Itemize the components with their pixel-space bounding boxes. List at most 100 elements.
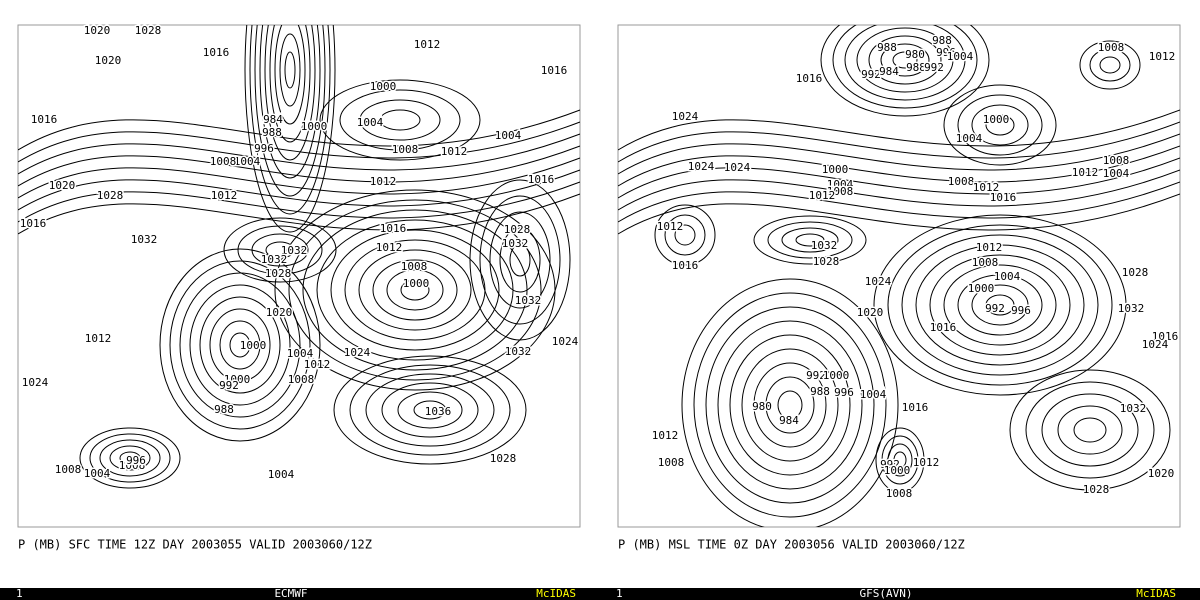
isobar bbox=[386, 269, 444, 311]
isobar bbox=[119, 451, 141, 465]
isobar-label: 1004 bbox=[495, 129, 522, 142]
isobar bbox=[617, 109, 1180, 151]
isobar-label: 1012 bbox=[304, 358, 331, 371]
isobar-label: 1004 bbox=[947, 50, 974, 63]
isobar bbox=[339, 89, 461, 151]
isobar bbox=[469, 179, 571, 341]
isobar-label: 1008 bbox=[210, 155, 237, 168]
isobar-label: 1000 bbox=[240, 339, 267, 352]
isobar-label: 1032 bbox=[811, 239, 838, 252]
isobar bbox=[254, 25, 326, 197]
isobar-label: 1008 bbox=[1103, 154, 1130, 167]
isobar-label: 1032 bbox=[281, 244, 308, 257]
isobar bbox=[288, 199, 542, 381]
isobar bbox=[729, 334, 851, 476]
isobar-label: 1000 bbox=[301, 120, 328, 133]
isobar bbox=[264, 25, 316, 161]
isobar-label: 1028 bbox=[97, 189, 124, 202]
model-name: ECMWF bbox=[274, 587, 307, 600]
isobar bbox=[379, 109, 421, 131]
isobar bbox=[971, 104, 1029, 146]
isobar-label: 1012 bbox=[85, 332, 112, 345]
isobar bbox=[777, 390, 803, 420]
isobar-label: 1012 bbox=[1072, 166, 1099, 179]
isobar-label: 1012 bbox=[809, 189, 836, 202]
isobar bbox=[741, 348, 839, 462]
isobar bbox=[223, 217, 337, 283]
isobar-label: 1016 bbox=[672, 259, 699, 272]
isobar-labels: 1020 1028 1016 1020 1012 1016 1000 1016 984 988 99… bbox=[18, 23, 1180, 502]
isobar-label: 1024 bbox=[724, 161, 751, 174]
isobar-label: 1004 bbox=[994, 270, 1021, 283]
isobar-label: 1020 bbox=[857, 306, 884, 319]
isobar-label: 1004 bbox=[287, 347, 314, 360]
isobar-label: 1016 bbox=[796, 72, 823, 85]
isobar bbox=[875, 427, 925, 493]
isobar bbox=[372, 259, 458, 321]
isobar-label: 1008 bbox=[55, 463, 82, 476]
isobar-label: 1004 bbox=[1103, 167, 1130, 180]
isobar-label: 1004 bbox=[268, 468, 295, 481]
isobar bbox=[249, 25, 331, 215]
isobar bbox=[1009, 369, 1171, 491]
isobar-label: 1008 bbox=[1098, 41, 1125, 54]
isobar bbox=[189, 284, 291, 406]
isobar bbox=[18, 157, 581, 199]
isobar bbox=[892, 51, 918, 69]
frame-number: 1 bbox=[16, 587, 23, 600]
isobar-label: 1016 bbox=[902, 401, 929, 414]
isobar bbox=[617, 169, 1180, 211]
isobar bbox=[89, 433, 171, 483]
isobar bbox=[319, 79, 481, 161]
isobar bbox=[509, 243, 531, 277]
isobar-label: 1008 bbox=[119, 459, 146, 472]
isobar-label: 1028 bbox=[265, 267, 292, 280]
isobar bbox=[169, 260, 311, 430]
isobar-label: 988 bbox=[262, 126, 282, 139]
isobar bbox=[413, 400, 447, 420]
isobar-label: 1000 bbox=[370, 80, 397, 93]
isobar-label: 996 bbox=[1011, 304, 1031, 317]
isobar bbox=[274, 25, 306, 125]
isobar bbox=[873, 214, 1127, 396]
isobar-label: 1004 bbox=[357, 116, 384, 129]
isobar bbox=[753, 215, 867, 265]
isobar-label: 988 bbox=[214, 403, 234, 416]
panel-caption: P (MB) MSL TIME 0Z DAY 2003056 VALID 200… bbox=[618, 538, 965, 552]
isobar bbox=[832, 25, 978, 109]
isobar-label: 1032 bbox=[261, 253, 288, 266]
isobar bbox=[1057, 405, 1123, 455]
isobar bbox=[265, 241, 295, 259]
isobar bbox=[381, 382, 479, 438]
isobar-label: 1012 bbox=[913, 456, 940, 469]
isobar-label: 1020 bbox=[1148, 467, 1175, 480]
isobar-label: 1016 bbox=[20, 217, 47, 230]
isobar bbox=[219, 320, 261, 370]
isobar-label: 992 bbox=[806, 369, 826, 382]
isobar-label: 1024 bbox=[22, 376, 49, 389]
isobar-label: 1012 bbox=[1149, 50, 1176, 63]
isobar-label: 988 bbox=[932, 34, 952, 47]
isobar bbox=[717, 320, 863, 490]
isobar bbox=[617, 181, 1180, 223]
isobar bbox=[400, 279, 430, 301]
isobar bbox=[893, 451, 907, 469]
isobar bbox=[179, 272, 301, 418]
isobar bbox=[244, 25, 336, 233]
isobar bbox=[617, 157, 1180, 199]
isobar-label: 1016 bbox=[1152, 330, 1179, 343]
isobar bbox=[479, 195, 561, 325]
isobar bbox=[349, 364, 511, 456]
isobar-label: 1000 bbox=[403, 277, 430, 290]
isobar-label: 1000 bbox=[983, 113, 1010, 126]
isobar-label: 984 bbox=[779, 414, 799, 427]
isobar bbox=[753, 362, 827, 448]
isobar-label: 1004 bbox=[956, 132, 983, 145]
isobar bbox=[18, 193, 581, 235]
isobar-label: 1020 bbox=[84, 24, 111, 37]
isobar-label: 984 bbox=[879, 65, 899, 78]
isobar-label: 1032 bbox=[505, 345, 532, 358]
isobar-label: 1004 bbox=[827, 178, 854, 191]
panel-caption: P (MB) SFC TIME 12Z DAY 2003055 VALID 20… bbox=[18, 538, 372, 552]
